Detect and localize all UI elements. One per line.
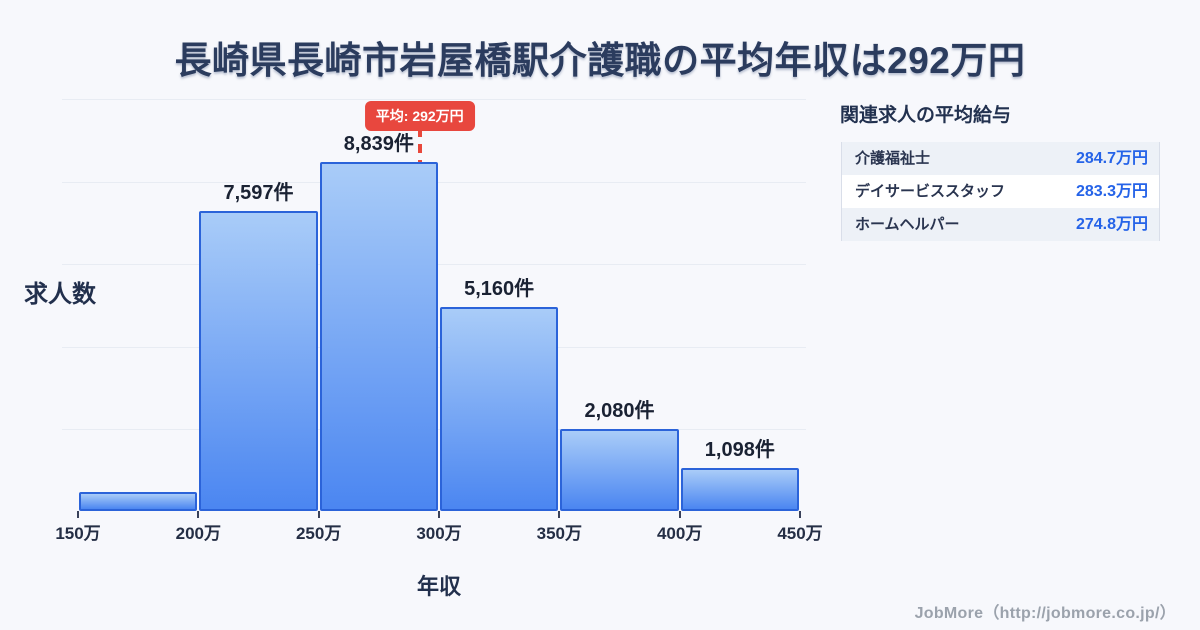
related-jobs-table: 介護福祉士 284.7万円 デイサービススタッフ 283.3万円 ホームヘルパー…: [841, 142, 1160, 241]
table-row: 介護福祉士 284.7万円: [842, 142, 1159, 175]
y-axis-label: 求人数: [24, 281, 96, 308]
job-salary: 274.8万円: [1075, 216, 1148, 233]
table-row: ホームヘルパー 274.8万円: [842, 208, 1159, 241]
histogram-bar: [79, 492, 198, 511]
histogram-bar: [199, 211, 318, 511]
x-axis-tick-label: 250万: [295, 524, 342, 543]
x-axis-tick: [197, 511, 200, 518]
bar-value-label: 8,839件: [343, 133, 414, 155]
histogram-plot-area: 平均: 292万円 7,597件 8,839件 5,160件 2,080件 1,098件…: [55, 99, 823, 543]
x-axis-tick-label: 350万: [536, 524, 583, 543]
x-axis-tick: [799, 511, 801, 518]
x-axis-tick-label: 450万: [777, 524, 823, 543]
x-axis-tick-label: 150万: [55, 524, 101, 543]
x-axis-tick: [438, 511, 440, 518]
histogram-bar: [680, 468, 799, 511]
related-jobs-title: 関連求人の平均給与: [840, 105, 1012, 126]
job-salary: 284.7万円: [1075, 150, 1148, 167]
x-axis-tick: [678, 511, 681, 518]
x-axis-tick: [317, 511, 320, 518]
histogram-bar: [560, 429, 679, 511]
bar-value-label: 7,597件: [223, 182, 294, 204]
x-axis-tick: [558, 511, 561, 518]
x-axis-label: 年収: [416, 574, 461, 599]
bar-value-label: 2,080件: [584, 400, 655, 422]
histogram-bar: [319, 162, 438, 511]
x-axis-tick-label: 300万: [416, 524, 462, 543]
gridline: [62, 99, 806, 100]
x-axis-tick-label: 400万: [656, 524, 703, 543]
table-row: デイサービススタッフ 283.3万円: [842, 175, 1159, 208]
job-salary: 283.3万円: [1075, 183, 1148, 200]
job-name: ホームヘルパー: [855, 216, 960, 233]
job-name: 介護福祉士: [855, 150, 931, 167]
bar-value-label: 5,160件: [464, 278, 535, 300]
bar-value-label: 1,098件: [704, 439, 775, 461]
x-axis-tick-label: 200万: [175, 524, 222, 543]
histogram-bar: [440, 307, 559, 511]
site-credit: JobMore（http://jobmore.co.jp/）: [914, 605, 1176, 622]
job-name: デイサービススタッフ: [855, 183, 1006, 200]
average-badge: 平均: 292万円: [364, 101, 475, 131]
x-axis-tick: [77, 511, 79, 518]
page-title: 長崎県長崎市岩屋橋駅介護職の平均年収は292万円: [174, 40, 1026, 81]
